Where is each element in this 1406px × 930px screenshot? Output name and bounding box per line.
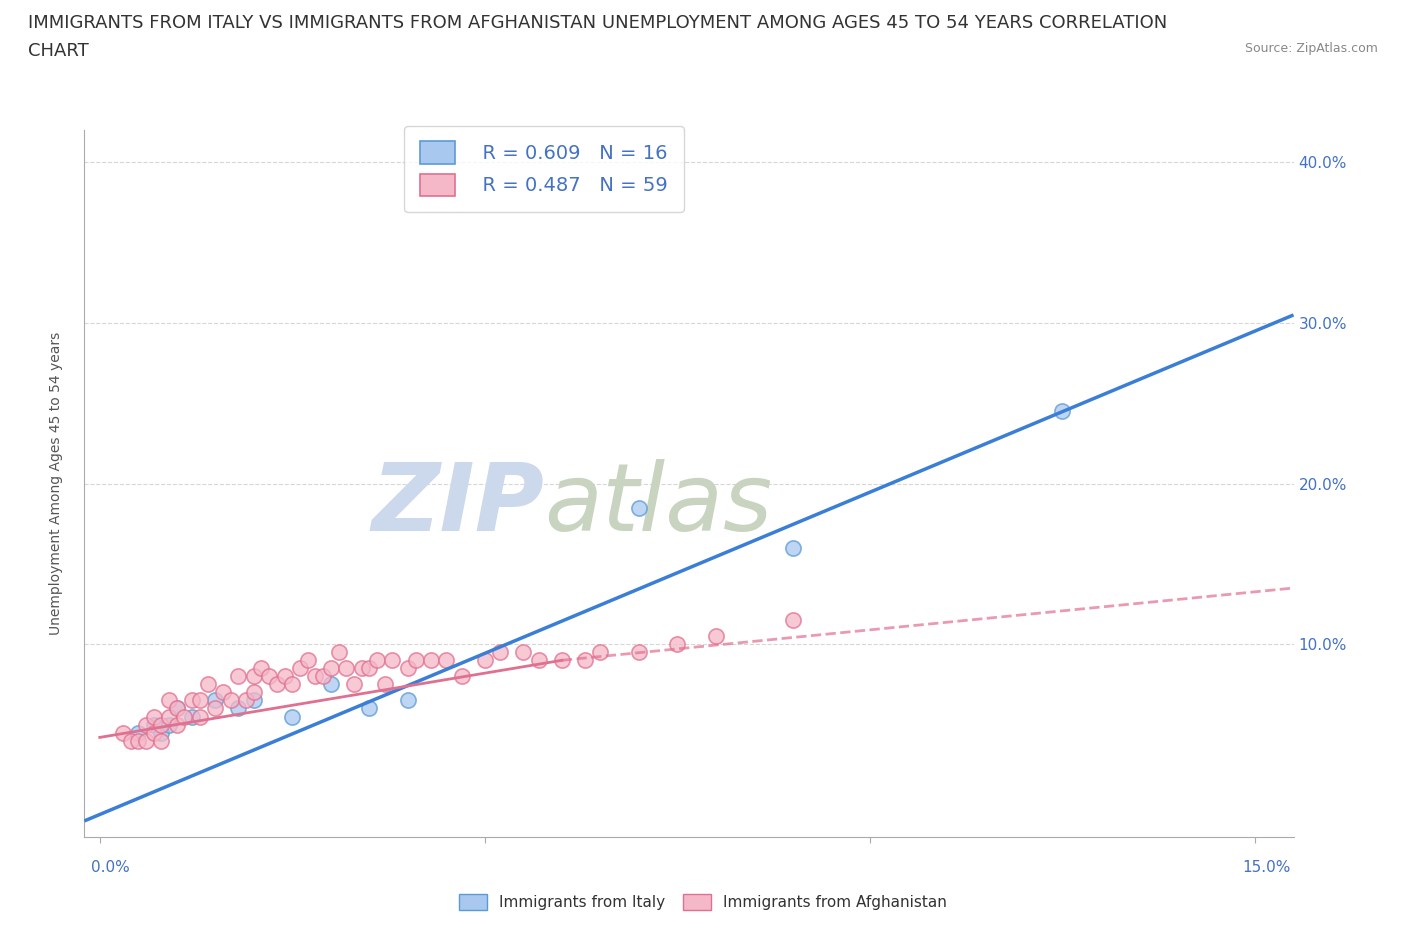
Point [127, 733, 149, 748]
Point [297, 653, 319, 668]
Point [381, 653, 404, 668]
Point [419, 653, 441, 668]
Point [627, 500, 650, 515]
Point [666, 637, 689, 652]
Point [288, 661, 311, 676]
Point [181, 709, 204, 724]
Point [204, 693, 226, 708]
Point [250, 661, 273, 676]
Text: atlas: atlas [544, 459, 772, 551]
Legend:   R = 0.609   N = 16,   R = 0.487   N = 59: R = 0.609 N = 16, R = 0.487 N = 59 [404, 126, 683, 211]
Point [111, 725, 134, 740]
Point [157, 693, 180, 708]
Point [551, 653, 574, 668]
Y-axis label: Unemployment Among Ages 45 to 54 years: Unemployment Among Ages 45 to 54 years [49, 332, 63, 635]
Point [257, 669, 280, 684]
Point [142, 717, 165, 732]
Point [219, 693, 242, 708]
Point [704, 629, 727, 644]
Point [273, 669, 295, 684]
Point [782, 540, 804, 555]
Point [120, 733, 142, 748]
Point [142, 709, 165, 724]
Point [319, 677, 342, 692]
Point [135, 733, 157, 748]
Point [150, 733, 173, 748]
Point [574, 653, 596, 668]
Point [135, 717, 157, 732]
Point [150, 717, 173, 732]
Point [197, 677, 219, 692]
Point [335, 661, 357, 676]
Point [374, 677, 396, 692]
Point [243, 693, 266, 708]
Point [312, 669, 335, 684]
Point [204, 701, 226, 716]
Point [489, 644, 512, 659]
Point [434, 653, 457, 668]
Point [181, 693, 204, 708]
Text: IMMIGRANTS FROM ITALY VS IMMIGRANTS FROM AFGHANISTAN UNEMPLOYMENT AMONG AGES 45 : IMMIGRANTS FROM ITALY VS IMMIGRANTS FROM… [28, 14, 1167, 32]
Point [157, 717, 180, 732]
Point [319, 661, 342, 676]
Point [150, 725, 173, 740]
Point [281, 709, 304, 724]
Point [328, 644, 350, 659]
Point [166, 717, 188, 732]
Point [228, 669, 250, 684]
Legend: Immigrants from Italy, Immigrants from Afghanistan: Immigrants from Italy, Immigrants from A… [451, 886, 955, 918]
Point [366, 653, 388, 668]
Point [243, 685, 266, 700]
Point [166, 701, 188, 716]
Point [359, 661, 381, 676]
Point [188, 709, 211, 724]
Point [782, 613, 804, 628]
Point [343, 677, 366, 692]
Text: ZIP: ZIP [371, 458, 544, 551]
Point [450, 669, 472, 684]
Text: 15.0%: 15.0% [1243, 860, 1291, 875]
Point [1052, 404, 1074, 418]
Point [359, 701, 381, 716]
Point [266, 677, 288, 692]
Text: Source: ZipAtlas.com: Source: ZipAtlas.com [1244, 42, 1378, 55]
Point [474, 653, 496, 668]
Point [405, 653, 427, 668]
Point [173, 709, 195, 724]
Text: CHART: CHART [28, 42, 89, 60]
Point [142, 725, 165, 740]
Point [512, 644, 534, 659]
Point [212, 685, 235, 700]
Point [127, 725, 149, 740]
Point [396, 693, 419, 708]
Point [304, 669, 326, 684]
Point [396, 661, 419, 676]
Point [243, 669, 266, 684]
Text: 0.0%: 0.0% [91, 860, 131, 875]
Point [627, 644, 650, 659]
Point [188, 693, 211, 708]
Point [157, 709, 180, 724]
Point [281, 677, 304, 692]
Point [527, 653, 550, 668]
Point [228, 701, 250, 716]
Point [166, 701, 188, 716]
Point [589, 644, 612, 659]
Point [350, 661, 373, 676]
Point [235, 693, 257, 708]
